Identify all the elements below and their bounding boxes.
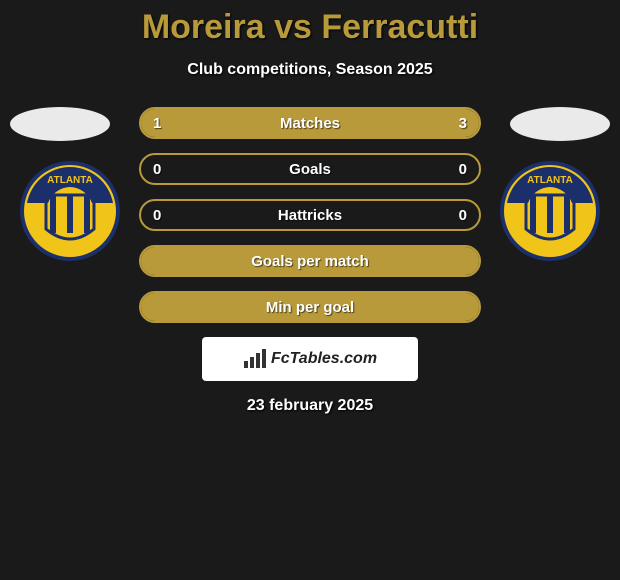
flag-right — [510, 107, 610, 141]
branding-badge: FcTables.com — [202, 337, 418, 381]
chart-icon — [243, 349, 267, 369]
stat-row: Goals per match — [139, 245, 481, 277]
club-crest-left: ATLANTA — [20, 161, 120, 261]
stat-label: Goals per match — [141, 247, 479, 275]
stat-row: Min per goal — [139, 291, 481, 323]
stat-label: Hattricks — [141, 201, 479, 229]
match-date: 23 february 2025 — [0, 397, 620, 415]
club-crest-right: ATLANTA — [500, 161, 600, 261]
stat-label: Min per goal — [141, 293, 479, 321]
page-title: Moreira vs Ferracutti — [0, 0, 620, 47]
page-subtitle: Club competitions, Season 2025 — [0, 61, 620, 79]
flag-left — [10, 107, 110, 141]
svg-text:ATLANTA: ATLANTA — [47, 175, 93, 186]
stat-row: 13Matches — [139, 107, 481, 139]
stat-row: 00Hattricks — [139, 199, 481, 231]
stat-label: Matches — [141, 109, 479, 137]
stat-label: Goals — [141, 155, 479, 183]
comparison-layout: ATLANTA ATLANTA — [0, 107, 620, 323]
svg-text:ATLANTA: ATLANTA — [527, 175, 573, 186]
stat-row: 00Goals — [139, 153, 481, 185]
branding-text: FcTables.com — [271, 350, 377, 368]
stat-rows: 13Matches 00Goals 00Hattricks Goals per mat… — [139, 107, 481, 323]
